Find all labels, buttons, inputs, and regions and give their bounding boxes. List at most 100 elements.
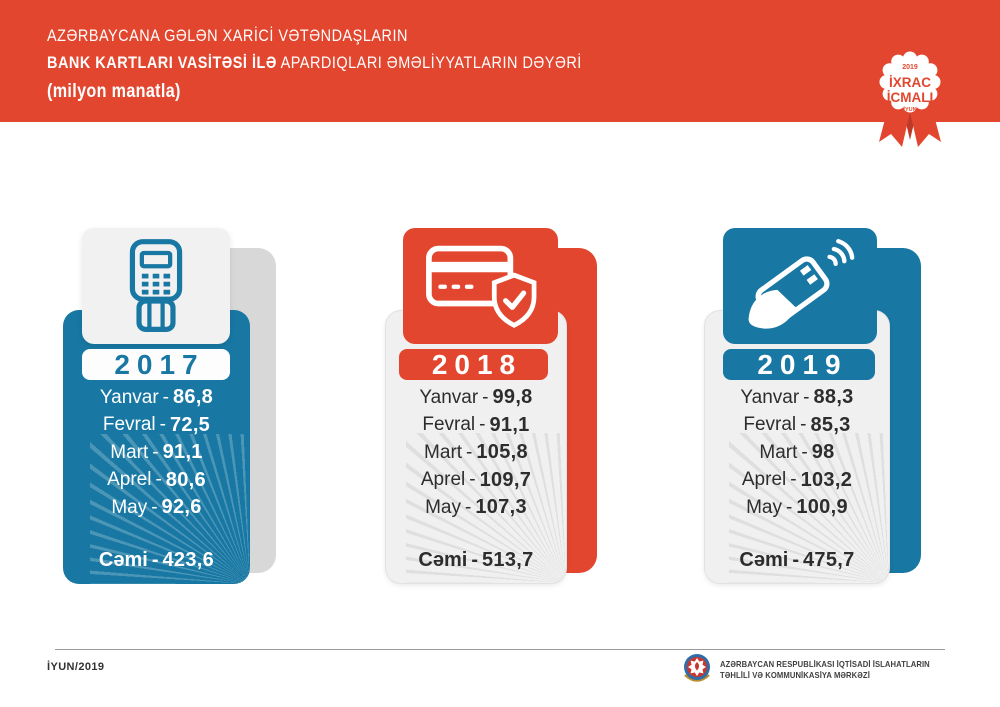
header-banner: AZƏRBAYCANA GƏLƏN XARİCİ VƏTƏNDAŞLARIN B… (0, 0, 1000, 122)
separator: - (162, 386, 169, 408)
total-row: Cəmi -423,6 (63, 547, 250, 574)
month-value: 100,9 (796, 496, 848, 519)
organization-line-2: TƏHLİLİ VƏ KOMMUNİKASİYA MƏRKƏZİ (720, 670, 870, 680)
month-value: 86,8 (172, 386, 214, 409)
year-badge: 2019 (723, 349, 875, 380)
month-label: Fevral (743, 414, 797, 436)
month-row: Mart -98 (704, 439, 890, 467)
year-label: 2019 (757, 348, 848, 380)
month-label: Mart (759, 441, 798, 463)
ribbon-right (909, 100, 941, 147)
organization-name: AZƏRBAYCAN RESPUBLİKASI İQTİSADİ İSLAHAT… (720, 659, 930, 681)
ixrac-icmali-rosette-badge: 2019 İXRAC İCMALI İYUN (879, 51, 941, 147)
sunburst-decoration (729, 433, 889, 583)
month-value: 103,2 (800, 468, 853, 491)
separator: - (479, 414, 486, 436)
badge-year: 2019 (902, 64, 918, 71)
month-value: 92,6 (161, 496, 202, 519)
sunburst-decoration (406, 433, 566, 583)
separator: - (151, 496, 158, 518)
month-row: Aprel -80,6 (63, 467, 250, 495)
month-label: May (111, 496, 148, 518)
month-row: Yanvar -99,8 (385, 384, 567, 412)
title-line-2: BANK KARTLARI VASİTƏSİ İLƏ APARDIQLARI Ə… (47, 53, 693, 73)
total-value: 513,7 (482, 549, 534, 571)
total-label: Cəmi (98, 549, 148, 571)
organization-line-1: AZƏRBAYCAN RESPUBLİKASI İQTİSADİ İSLAHAT… (720, 659, 930, 669)
total-row: Cəmi -475,7 (704, 547, 890, 574)
separator: - (155, 469, 162, 491)
total-row: Cəmi -513,7 (385, 547, 567, 574)
separator: - (471, 549, 478, 571)
total-label: Cəmi (739, 549, 789, 571)
title-line-2-bold: BANK KARTLARI VASİTƏSİ İLƏ (47, 53, 277, 72)
separator: - (800, 414, 807, 436)
footer-date: İYUN/2019 (47, 661, 105, 673)
contactless-card-icon (723, 228, 877, 344)
title-line-3: (milyon manatla) (47, 81, 181, 102)
azerbaijan-emblem-icon (684, 654, 710, 682)
month-row: Aprel -109,7 (385, 467, 567, 495)
month-row: Fevral -91,1 (385, 412, 567, 440)
year-badge: 2018 (399, 349, 548, 380)
month-value: 99,8 (492, 386, 533, 409)
month-value: 107,3 (475, 496, 527, 519)
separator: - (152, 441, 159, 463)
month-value: 91,1 (162, 441, 203, 464)
month-label: May (746, 496, 782, 518)
month-row: Fevral -85,3 (704, 412, 890, 440)
month-value: 72,5 (169, 413, 211, 436)
sunburst-decoration (90, 434, 250, 584)
month-row: Mart -105,8 (385, 439, 567, 467)
card-shield-icon (403, 228, 558, 344)
separator: - (151, 549, 159, 571)
separator: - (466, 441, 473, 463)
title-line-2-rest: APARDIQLARI ƏMƏLİYYATLARIN DƏYƏRİ (276, 53, 582, 72)
month-label: Yanvar (99, 386, 159, 408)
month-value: 109,7 (479, 468, 532, 491)
year-badge: 2017 (82, 349, 230, 380)
title-line-1: AZƏRBAYCANA GƏLƏN XARİCİ VƏTƏNDAŞLARIN (47, 26, 408, 45)
month-row: Yanvar -88,3 (704, 384, 890, 412)
month-row: May -100,9 (704, 494, 890, 522)
ribbon-left (879, 100, 911, 147)
footer-organization: AZƏRBAYCAN RESPUBLİKASI İQTİSADİ İSLAHAT… (681, 652, 953, 688)
month-label: Aprel (420, 469, 466, 491)
month-row: May -107,3 (385, 494, 567, 522)
separator: - (790, 469, 797, 491)
month-values-list: Yanvar -99,8 Fevral -91,1 Mart -105,8 Aprel… (385, 384, 567, 574)
year-label: 2017 (114, 348, 205, 380)
badge-month: İYUN (903, 106, 916, 113)
separator: - (803, 386, 810, 408)
year-label: 2018 (431, 348, 523, 380)
month-label: Aprel (107, 469, 152, 491)
month-value: 88,3 (813, 386, 854, 409)
month-values-list: Yanvar -88,3 Fevral -85,3 Mart -98 Aprel -10… (704, 384, 890, 574)
month-value: 91,1 (489, 413, 530, 436)
separator: - (465, 496, 472, 518)
badge-title-1: İXRAC (889, 75, 931, 90)
month-value: 98 (811, 441, 835, 464)
month-value: 85,3 (810, 413, 851, 436)
month-label: Yanvar (419, 386, 479, 408)
month-row: Fevral -72,5 (63, 412, 250, 440)
month-value: 105,8 (476, 441, 528, 464)
separator: - (482, 386, 489, 408)
total-value: 475,7 (803, 549, 855, 571)
month-label: Fevral (422, 414, 476, 436)
separator: - (792, 549, 799, 571)
separator: - (801, 441, 808, 463)
month-label: Aprel (741, 469, 787, 491)
footer-divider (55, 649, 945, 650)
month-label: Yanvar (740, 386, 800, 408)
total-value: 423,6 (162, 549, 215, 571)
month-row: Aprel -103,2 (704, 467, 890, 495)
separator: - (159, 414, 166, 436)
month-label: Mart (110, 441, 149, 463)
month-value: 80,6 (165, 468, 206, 491)
month-label: Mart (424, 441, 463, 463)
month-values-list: Yanvar -86,8 Fevral -72,5 Mart -91,1 Aprel -… (63, 384, 250, 574)
month-row: May -92,6 (63, 494, 250, 522)
separator: - (786, 496, 793, 518)
